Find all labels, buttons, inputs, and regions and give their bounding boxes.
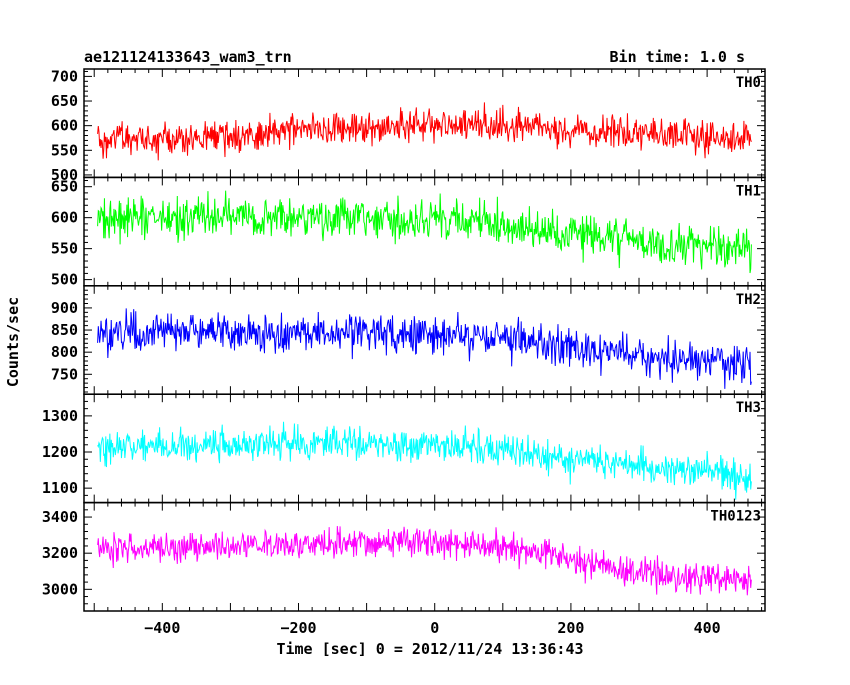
y-tick-label: 850 xyxy=(51,321,78,339)
x-tick-label: 0 xyxy=(430,619,439,637)
series-line-th0123 xyxy=(97,526,752,596)
y-tick-label: 500 xyxy=(51,271,78,289)
series-line-th3 xyxy=(97,421,752,500)
chart-title: ae121124133643_wam3_trn xyxy=(84,48,292,66)
x-axis-title: Time [sec] 0 = 2012/11/24 13:36:43 xyxy=(276,640,583,658)
y-tick-label: 550 xyxy=(51,240,78,258)
y-tick-label: 650 xyxy=(51,178,78,196)
y-tick-label: 550 xyxy=(51,141,78,159)
y-tick-label: 500 xyxy=(51,166,78,184)
y-tick-label: 3200 xyxy=(42,544,78,562)
panel-label-th0123: TH0123 xyxy=(710,509,761,525)
panel-label-th3: TH3 xyxy=(736,400,761,416)
x-tick-label: 200 xyxy=(557,619,584,637)
panel-frame-th0123 xyxy=(83,501,766,612)
x-tick-label: 400 xyxy=(694,619,721,637)
y-tick-label: 900 xyxy=(51,299,78,317)
y-tick-label: 1100 xyxy=(42,479,78,497)
series-line-th1 xyxy=(97,190,752,274)
y-tick-label: 1200 xyxy=(42,443,78,461)
x-tick-label: −400 xyxy=(144,619,180,637)
y-tick-label: 600 xyxy=(51,209,78,227)
y-tick-label: 750 xyxy=(51,365,78,383)
y-tick-label: 700 xyxy=(51,67,78,85)
y-tick-label: 1300 xyxy=(42,407,78,425)
series-line-th2 xyxy=(97,308,752,389)
y-axis-title: Counts/sec xyxy=(4,297,22,387)
y-tick-label: 650 xyxy=(51,92,78,110)
y-tick-label: 800 xyxy=(51,343,78,361)
panel-label-th0: TH0 xyxy=(736,75,761,91)
y-tick-label: 600 xyxy=(51,117,78,135)
y-tick-label: 3400 xyxy=(42,508,78,526)
x-tick-label: −200 xyxy=(280,619,316,637)
panel-label-th2: TH2 xyxy=(736,292,761,308)
series-line-th0 xyxy=(97,102,752,161)
panels-group: 500 550 600 650 700 TH0 500 550 600 650 TH1 750 800 8… xyxy=(42,67,766,637)
panel-frame-th2 xyxy=(83,285,766,395)
panel-label-th1: TH1 xyxy=(736,183,761,199)
bin-time-label: Bin time: 1.0 s xyxy=(610,48,745,66)
y-tick-label: 3000 xyxy=(42,580,78,598)
